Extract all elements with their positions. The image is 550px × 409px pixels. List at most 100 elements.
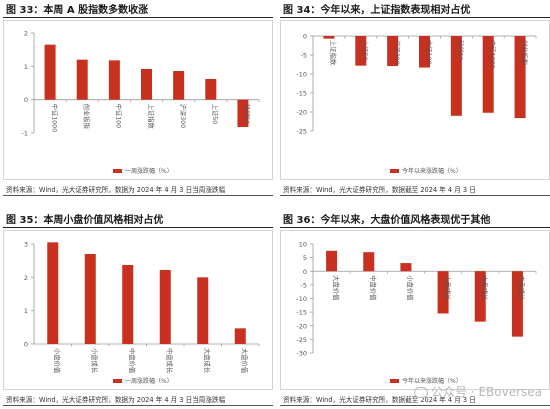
watermark-text: 公众号 · EBoversea (431, 385, 543, 399)
chart-title: 图 33：本周 A 股指数多数收涨 (6, 5, 149, 16)
x-tick-label: 科创50 (457, 40, 466, 61)
bottom-divider (3, 195, 273, 196)
bar-chart: -1 0 1 2 中证1000 创业板指 中证100 上证指数 沪深300 上证50 科创50 一周涨… (22, 30, 260, 175)
legend-swatch (113, 379, 122, 383)
y-tick-label: 0 (24, 341, 28, 349)
bar-chart: -25 -20 -15 -10 -5 0 上证指数 上证50 沪深300 中证100 科创50 中证1… (296, 33, 537, 175)
chart-area: 0 1 2 3 小盘价值 小盘成长 中盘价值 中盘成长 大盘成长 大盘价值 一周涨跌幅（%） (3, 230, 273, 390)
source-note: 资料来源：Wind，光大证券研究所，数据为 2024 年 4 月 3 日当周涨跌… (6, 186, 226, 194)
x-tick-label: 沪深300 (179, 104, 188, 129)
x-tick-label: 小盘价值 (53, 348, 62, 374)
y-tick-label: 2 (24, 30, 28, 38)
y-tick-label: -15 (296, 90, 307, 98)
x-tick-label: 中证1000 (489, 40, 498, 69)
source-note: 资料来源：Wind，光大证券研究所，数据截至 2024 年 4 月 3 日 (283, 396, 476, 404)
bar (437, 271, 449, 314)
y-tick-label: 10 (299, 241, 307, 249)
bar (326, 250, 338, 272)
x-tick-label: 中盘价值 (128, 348, 137, 374)
legend-swatch (390, 169, 399, 173)
y-tick-label: -20 (296, 322, 307, 330)
chart-area: -30 -25 -20 -15 -10 -5 0 5 10 大盘价值 中盘价值 小盘价值 小盘成长 大盘成… (280, 230, 550, 390)
bar (419, 36, 430, 68)
x-tick-label: 大盘成长 (203, 348, 212, 374)
bar (387, 36, 399, 67)
bar (355, 36, 367, 66)
y-tick-label: -5 (301, 281, 307, 289)
y-tick-label: 2 (24, 274, 28, 282)
y-tick-label: 0 (24, 96, 28, 104)
wechat-icon (414, 387, 428, 398)
y-tick-label: -25 (296, 336, 307, 344)
x-tick-label: 上证指数 (329, 40, 338, 66)
x-tick-label: 小盘价值 (406, 275, 415, 301)
bar (237, 99, 249, 127)
bottom-divider (280, 195, 550, 196)
y-tick-label: -5 (301, 52, 307, 60)
chart-panel-35: 图 35：本周小盘价值风格相对占优 0 1 2 3 小盘价值 小盘成长 中盘价值 中盘成长 大盘… (3, 210, 273, 409)
y-tick-label: -30 (296, 350, 307, 358)
bottom-divider (3, 405, 273, 406)
y-tick-label: -15 (296, 309, 307, 317)
y-tick-label: 1 (24, 307, 28, 315)
bar (514, 36, 526, 119)
x-tick-label: 沪深300 (393, 40, 402, 65)
chart-panel-36: 图 36：今年以来，大盘价值风格表现优于其他 -30 -25 -20 -15 -10 -5… (280, 210, 550, 409)
y-tick-label: -1 (22, 130, 28, 138)
x-tick-label: 中证100 (425, 40, 434, 65)
bar (400, 263, 412, 272)
x-tick-label: 科创50 (243, 104, 252, 125)
bar (141, 69, 152, 100)
x-tick-label: 小盘成长 (91, 348, 100, 374)
bar (122, 265, 134, 344)
legend-label: 一周涨跌幅（%） (125, 167, 173, 175)
x-tick-label: 中盘成长 (518, 275, 527, 301)
legend-label: 一周涨跌幅（%） (125, 377, 173, 385)
bar (363, 252, 375, 272)
x-tick-label: 大盘价值 (241, 348, 250, 374)
bar (76, 59, 88, 100)
x-tick-label: 上证50 (211, 104, 220, 125)
x-tick-label: 中证100 (115, 104, 124, 129)
legend-swatch (113, 169, 122, 173)
bar-chart: -30 -25 -20 -15 -10 -5 0 5 10 大盘价值 中盘价值 小盘价值 小盘成长 大盘成… (296, 241, 537, 385)
x-tick-label: 中盘价值 (369, 275, 378, 301)
bar (44, 44, 56, 100)
chart-title: 图 36：今年以来，大盘价值风格表现优于其他 (283, 215, 491, 226)
x-tick-label: 大盘成长 (481, 275, 490, 301)
y-tick-label: -25 (296, 128, 307, 136)
watermark: 公众号 · EBoversea (414, 383, 542, 400)
y-tick-label: 0 (303, 268, 307, 276)
x-tick-label: 小盘成长 (443, 275, 452, 301)
x-tick-label: 中证1000 (50, 104, 59, 133)
x-tick-label: 中盘成长 (166, 348, 175, 374)
y-tick-label: -10 (296, 295, 307, 303)
legend-swatch (390, 379, 399, 383)
bar (511, 271, 523, 337)
title-divider (280, 227, 550, 228)
chart-area: -1 0 1 2 中证1000 创业板指 中证100 上证指数 沪深300 上证50 科创50 一周涨… (3, 20, 273, 180)
bar (205, 79, 217, 100)
bottom-divider (280, 405, 550, 406)
y-tick-label: -10 (296, 71, 307, 79)
chart-area: -25 -20 -15 -10 -5 0 上证指数 上证50 沪深300 中证100 科创50 中证1… (280, 20, 550, 180)
legend-label: 今年以来涨跌幅（%） (402, 377, 462, 385)
chart-panel-34: 图 34：今年以来，上证指数表现相对占优 -25 -20 -15 -10 -5 0 上证指数… (280, 0, 550, 199)
x-tick-label: 创业板指 (83, 104, 92, 130)
bar (84, 254, 96, 344)
bar (47, 242, 59, 344)
bar (474, 271, 486, 322)
y-tick-label: -20 (296, 109, 307, 117)
bar (108, 60, 120, 100)
x-tick-label: 创业板指 (520, 40, 529, 66)
title-divider (3, 227, 273, 228)
legend-label: 今年以来涨跌幅（%） (402, 167, 462, 175)
chart-panel-33: 图 33：本周 A 股指数多数收涨 -1 0 1 2 中证1000 创业板指 中证100 上证… (3, 0, 273, 199)
title-divider (280, 17, 550, 18)
source-note: 资料来源：Wind，光大证券研究所，数据截至 2024 年 4 月 3 日 (283, 186, 476, 194)
y-tick-label: 0 (303, 33, 307, 41)
x-tick-label: 上证50 (361, 40, 370, 61)
y-tick-label: 1 (24, 63, 28, 71)
bar (482, 36, 494, 113)
